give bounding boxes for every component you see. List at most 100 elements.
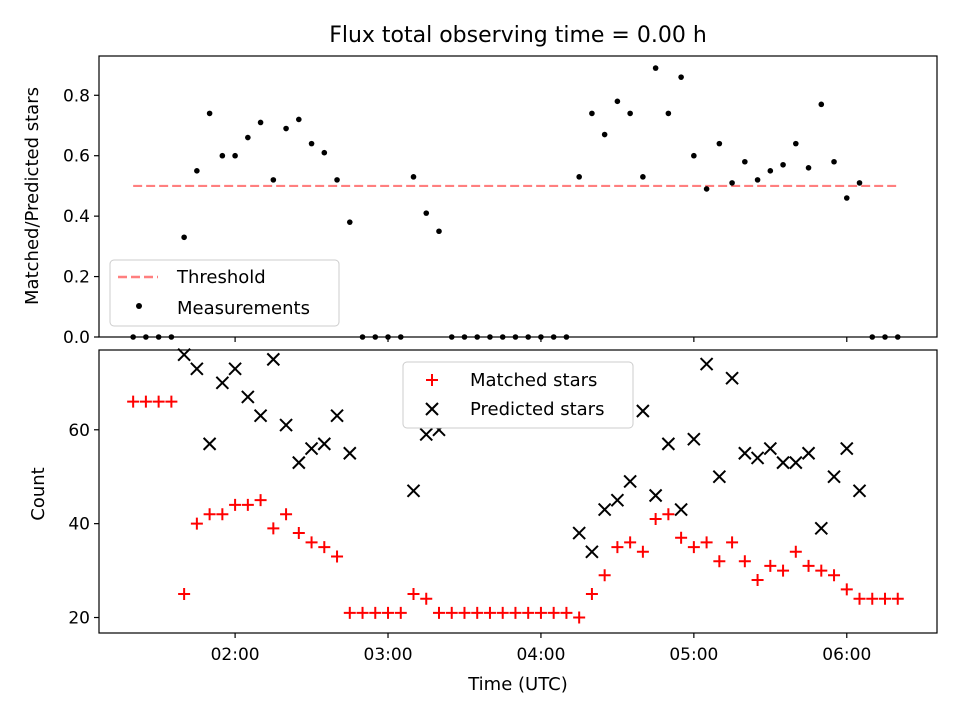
- top-y-tick-label: 0.0: [63, 328, 90, 348]
- legend-matched-swatch: [426, 374, 438, 386]
- measurement-point: [589, 110, 595, 117]
- top-legend: Threshold Measurements: [109, 259, 340, 327]
- predicted-star-point: [330, 408, 344, 423]
- matched-star-point: [687, 541, 700, 554]
- matched-star-point: [840, 583, 853, 596]
- matched-star-point: [305, 536, 318, 549]
- measurement-point: [754, 177, 761, 183]
- measurement-point: [882, 334, 888, 340]
- matched-star-point: [445, 606, 458, 619]
- matched-star-point: [152, 395, 165, 408]
- top-y-tick-label: 0.4: [63, 207, 90, 227]
- matched-star-point: [534, 606, 547, 619]
- predicted-star-point: [317, 437, 332, 451]
- measurement-point: [423, 210, 430, 216]
- matched-star-point: [369, 606, 382, 619]
- measurement-point: [869, 334, 876, 340]
- predicted-star-point: [623, 474, 637, 489]
- matched-star-point: [828, 569, 841, 582]
- top-plot-area: 0.0 0.2 0.4 0.6 0.8: [63, 55, 938, 348]
- predicted-star-point: [750, 451, 765, 465]
- matched-star-point: [343, 606, 356, 619]
- legend-threshold-label: Threshold: [176, 267, 266, 288]
- predicted-star-point: [636, 404, 650, 418]
- measurement-point: [397, 334, 404, 340]
- chart-title: Flux total observing time = 0.00 h: [329, 23, 707, 48]
- measurement-point: [499, 334, 506, 340]
- measurement-point: [550, 334, 557, 340]
- matched-star-point: [713, 555, 726, 568]
- measurement-point: [245, 134, 251, 141]
- matched-star-point: [866, 592, 879, 605]
- matched-star-point: [649, 512, 662, 525]
- predicted-star-point: [725, 371, 739, 385]
- matched-star-point: [458, 606, 471, 619]
- measurement-point: [742, 158, 748, 165]
- measurement-point: [793, 140, 799, 147]
- bottom-legend: Matched stars Predicted stars: [402, 361, 634, 429]
- matched-star-point: [764, 559, 777, 572]
- matched-star-point: [777, 564, 790, 577]
- matched-star-point: [216, 508, 229, 521]
- top-y-tick-label: 0.2: [63, 268, 90, 288]
- legend-predicted-swatch: [425, 402, 439, 416]
- matched-star-point: [420, 592, 433, 605]
- predicted-star-point: [177, 347, 191, 362]
- matched-star-point: [190, 517, 203, 530]
- predicted-star-point: [687, 432, 701, 446]
- matched-star-point: [356, 606, 369, 619]
- predicted-star-point: [585, 545, 599, 559]
- matched-star-point: [241, 498, 254, 511]
- matched-star-point: [483, 606, 496, 619]
- measurement-point: [843, 195, 850, 201]
- matched-star-point: [331, 550, 344, 563]
- measurement-point: [296, 116, 302, 123]
- measurement-point: [487, 334, 493, 340]
- x-tick-label: 05:00: [669, 645, 718, 665]
- measurement-point: [283, 125, 289, 132]
- measurement-point: [780, 161, 786, 168]
- bottom-legend-frame: [402, 361, 634, 429]
- predicted-star-point: [763, 441, 778, 456]
- measurement-point: [130, 334, 136, 340]
- measurement-point: [270, 177, 277, 183]
- top-y-axis-label: Matched/Predicted stars: [22, 87, 43, 305]
- legend-matched-label: Matched stars: [470, 370, 597, 391]
- measurement-point: [767, 168, 774, 174]
- matched-star-point: [407, 588, 420, 601]
- matched-star-point: [700, 536, 713, 549]
- predicted-star-point: [304, 441, 319, 456]
- measurement-point: [563, 334, 570, 340]
- matched-star-point: [394, 606, 407, 619]
- measurement-point: [372, 334, 379, 340]
- matched-star-point: [382, 606, 395, 619]
- x-tick-label: 06:00: [822, 645, 871, 665]
- bottom-y-tick-label: 40: [68, 515, 90, 535]
- top-y-tick-label: 0.6: [63, 147, 90, 167]
- predicted-star-point: [241, 390, 255, 404]
- measurement-point: [640, 174, 646, 180]
- matched-star-point: [547, 606, 560, 619]
- matched-star-point: [573, 611, 586, 624]
- measurement-point: [206, 110, 213, 117]
- matched-star-point: [127, 395, 140, 408]
- bottom-y-axis-label: Count: [28, 467, 49, 520]
- predicted-star-point: [419, 427, 433, 442]
- predicted-star-point: [801, 446, 816, 460]
- measurement-point: [334, 177, 340, 183]
- top-legend-frame: [109, 259, 340, 327]
- measurement-point: [461, 334, 468, 340]
- measurement-point: [894, 334, 901, 340]
- measurement-point: [181, 234, 187, 241]
- x-tick-label: 02:00: [211, 645, 260, 665]
- matched-star-point: [853, 592, 866, 605]
- measurement-point: [856, 180, 863, 186]
- matched-star-point: [726, 536, 739, 549]
- measurement-point: [257, 119, 264, 126]
- measurement-point: [525, 334, 531, 340]
- predicted-star-point: [699, 357, 714, 371]
- matched-star-point: [292, 527, 305, 540]
- measurement-point: [831, 158, 837, 165]
- measurement-point: [678, 74, 684, 80]
- measurement-point: [665, 110, 672, 117]
